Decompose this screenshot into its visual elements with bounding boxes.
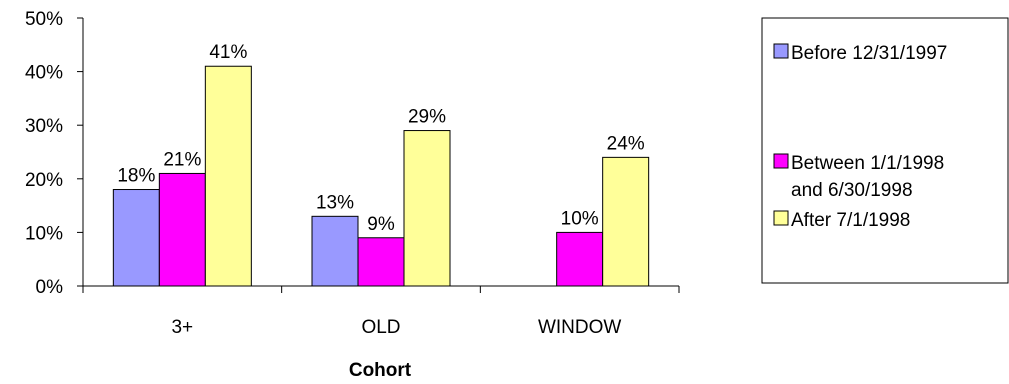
data-label: 18% <box>117 166 155 187</box>
bar <box>204 65 252 287</box>
legend-swatch <box>773 210 789 226</box>
bar <box>403 130 451 287</box>
legend-label: and 6/30/1998 <box>791 180 913 201</box>
data-label: 10% <box>561 208 599 229</box>
y-tick-label: 10% <box>25 223 63 244</box>
legend-label: After 7/1/1998 <box>791 210 910 231</box>
data-label: 41% <box>209 42 247 63</box>
legend-swatch <box>773 43 789 59</box>
legend-label: Before 12/31/1997 <box>791 43 947 64</box>
bar <box>311 215 359 287</box>
x-axis-title: Cohort <box>349 360 412 381</box>
bar <box>602 156 650 287</box>
y-tick-label: 30% <box>25 116 63 137</box>
data-labels: 18% 21% 41% 13% 9% 29% 10% 24% <box>117 42 644 235</box>
bar <box>357 237 405 287</box>
data-label: 21% <box>163 149 201 170</box>
x-tick-label: WINDOW <box>538 317 621 338</box>
data-label: 29% <box>408 107 446 128</box>
legend-box <box>761 17 1009 284</box>
data-label: 24% <box>607 133 645 154</box>
y-tick-label: 50% <box>25 9 63 30</box>
bar <box>158 172 206 287</box>
bar <box>556 231 604 287</box>
y-tick-label: 40% <box>25 63 63 84</box>
axes <box>82 18 680 293</box>
legend: Before 12/31/1997 Between 1/1/1998 and 6/3… <box>761 17 1009 284</box>
y-tick-label: 20% <box>25 170 63 191</box>
bars <box>112 65 650 287</box>
legend-label: Between 1/1/1998 <box>791 153 944 174</box>
bar <box>112 189 160 287</box>
legend-swatch <box>773 153 789 169</box>
category-labels: 3+ OLD WINDOW <box>171 317 621 338</box>
x-tick-label: 3+ <box>171 317 193 338</box>
y-axis-ticks: 0% 10% 20% 30% 40% 50% <box>25 9 83 298</box>
x-tick-label: OLD <box>361 317 400 338</box>
data-label: 9% <box>367 214 395 235</box>
data-label: 13% <box>316 192 354 213</box>
y-tick-label: 0% <box>36 277 64 298</box>
